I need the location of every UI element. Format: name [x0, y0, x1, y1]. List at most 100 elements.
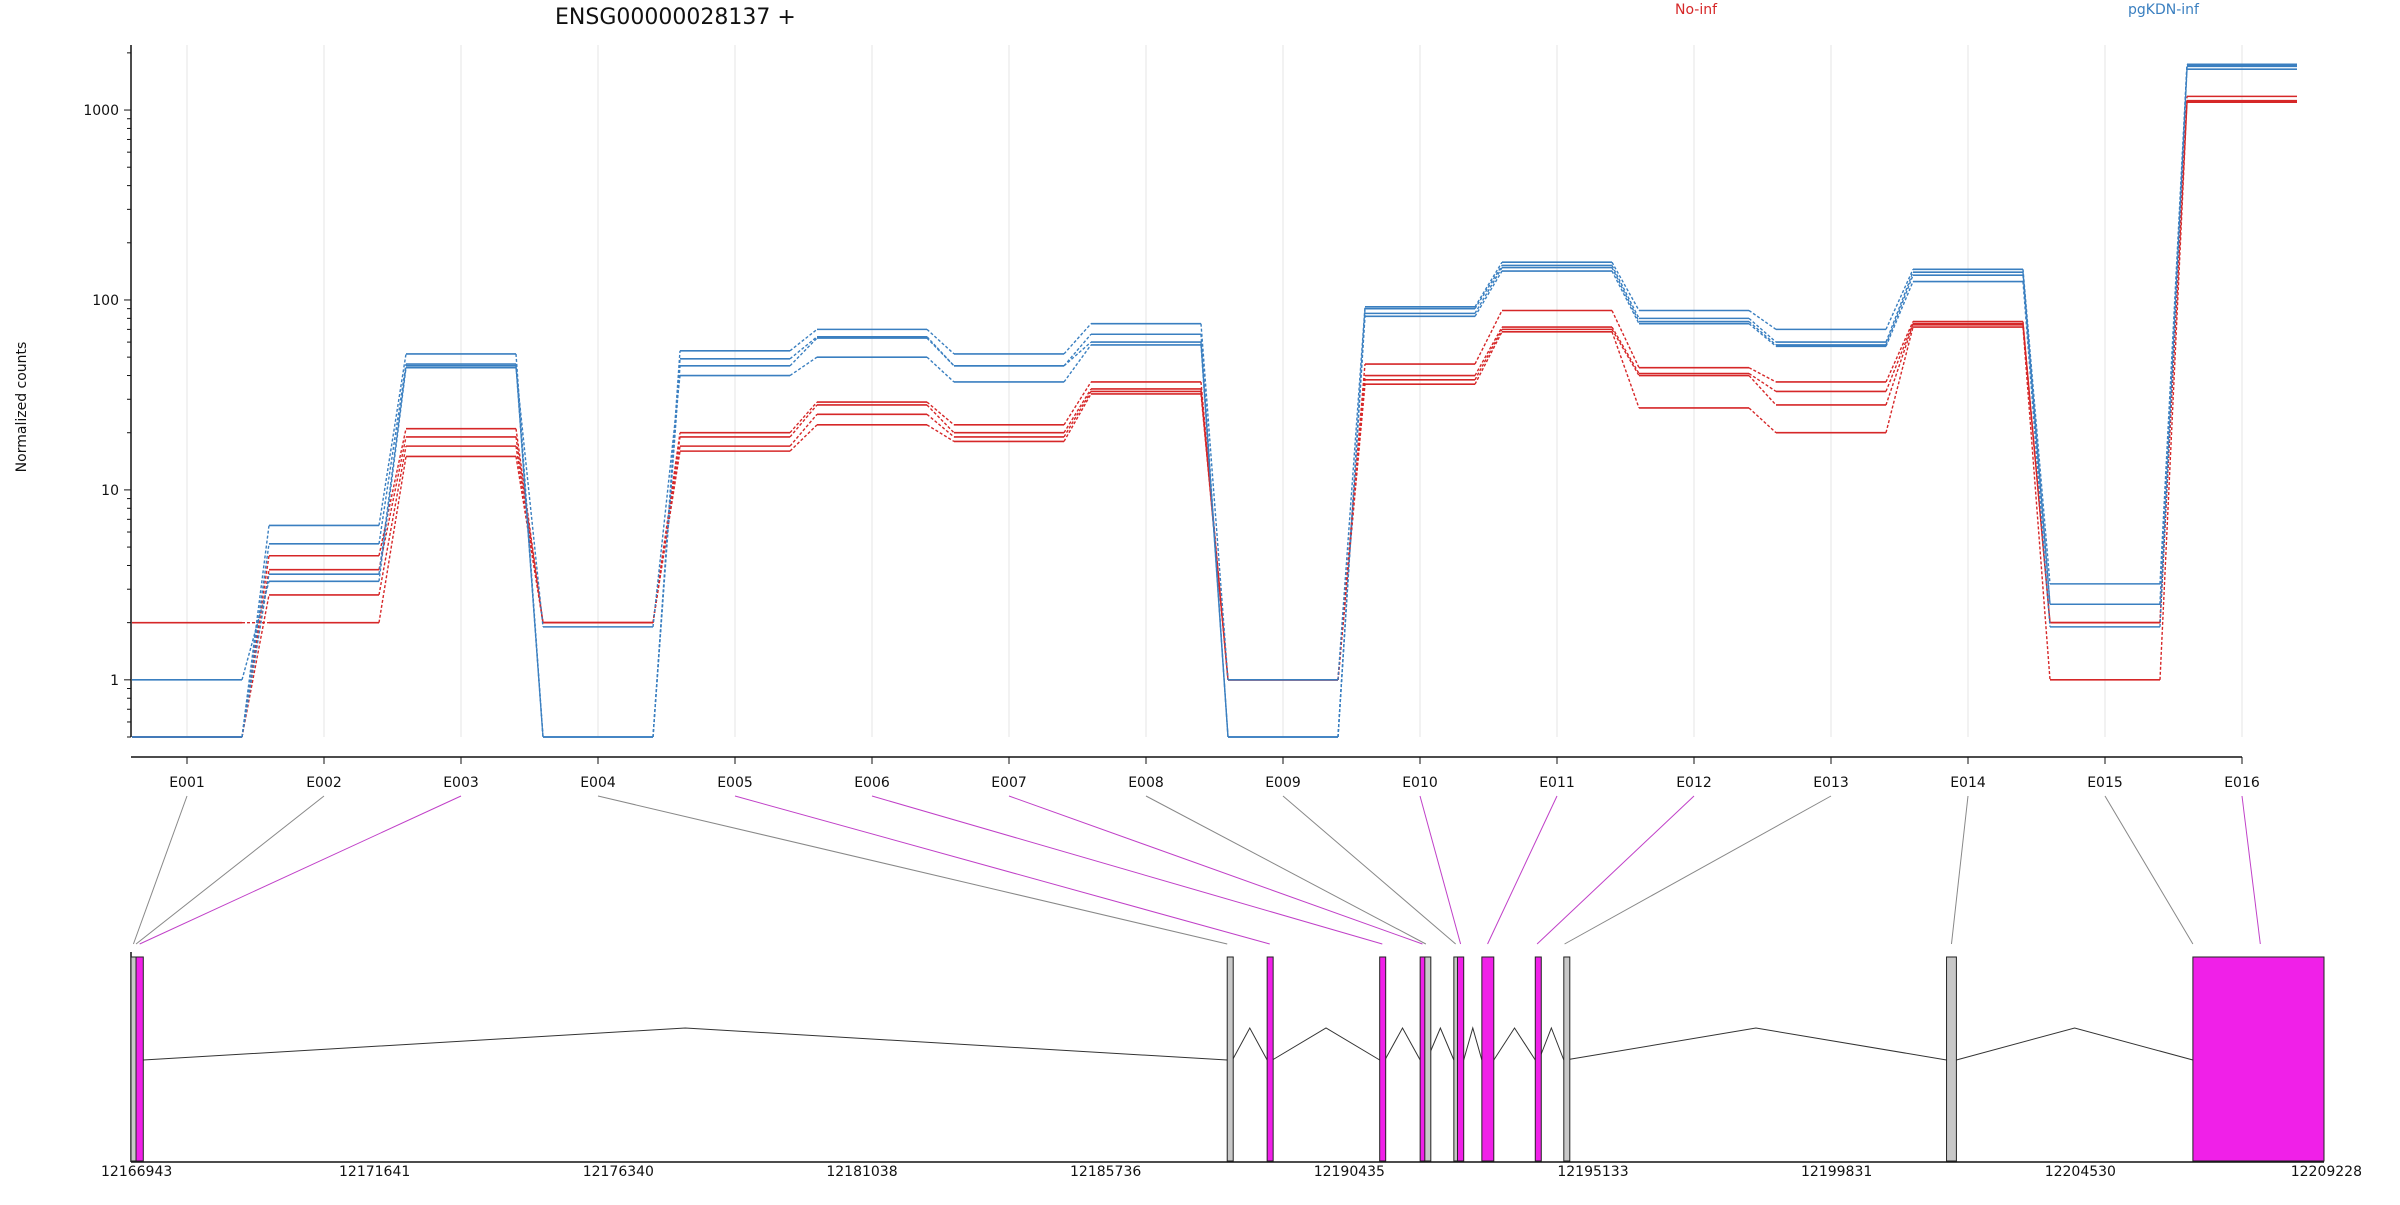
x-tick-label-e013: E013 [1813, 775, 1849, 791]
series-connector [1885, 274, 1914, 346]
legend-label-no-inf: No-inf [1675, 2, 1718, 18]
series-connector [378, 446, 407, 596]
series-connector [515, 367, 544, 627]
connector-e005 [734, 795, 1270, 945]
connector-e012 [1536, 795, 1695, 945]
series-connector [1611, 310, 1640, 368]
bin-to-exon-connectors [132, 795, 2261, 945]
series-connector [2022, 281, 2051, 627]
series-connector [1063, 323, 1092, 355]
series-connector [1885, 271, 1914, 343]
series-connector [1885, 326, 1914, 433]
intron [1463, 1026, 1483, 1061]
series-connector [926, 336, 955, 367]
series-connector [789, 404, 818, 438]
series-connector [789, 413, 818, 447]
chart-title: ENSG00000028137 + [555, 5, 796, 30]
y-tick-label: 100 [92, 293, 119, 309]
connector-e011 [1487, 795, 1558, 945]
connector-e016 [2241, 795, 2261, 945]
series-connector [789, 337, 818, 367]
axes: 1 10 100 1000 E001 E002 E003 E004 E005 E006 E007 E0… [83, 45, 2260, 791]
y-tick-label: 1000 [83, 103, 119, 119]
connector-e003 [139, 795, 462, 945]
series-connector [1200, 334, 1229, 738]
series-connector [1200, 323, 1229, 680]
series-connector [789, 356, 818, 377]
exon-e002 [135, 956, 144, 1162]
x-tick-label-e002: E002 [306, 775, 342, 791]
series-connector [2022, 327, 2051, 680]
intron [143, 1027, 1228, 1061]
x-tick-label-e015: E015 [2087, 775, 2123, 791]
series-connector [1748, 309, 1777, 330]
series-connector [926, 356, 955, 383]
series-connector [1611, 331, 1640, 409]
genomic-tick-label: 12171641 [339, 1164, 410, 1180]
series-connector [2159, 102, 2188, 680]
intron [1272, 1027, 1380, 1061]
intron [1231, 1026, 1268, 1061]
series-connector [515, 428, 544, 623]
series-connector [241, 525, 270, 738]
x-tick-label-e014: E014 [1950, 775, 1986, 791]
series-connector [1611, 267, 1640, 322]
series-connector [1474, 326, 1503, 376]
intron [1384, 1026, 1421, 1061]
series-connector [1063, 341, 1092, 367]
connector-e009 [1282, 795, 1456, 945]
connector-e008 [1145, 795, 1427, 945]
gene-model: 12166943 12171641 12176340 12181038 12185736… [101, 952, 2362, 1180]
series-connector [1748, 320, 1777, 346]
series-connector [1611, 261, 1640, 311]
exon-e006 [1379, 956, 1387, 1162]
intron [1565, 1027, 1947, 1061]
series-connector [1748, 375, 1777, 406]
genomic-tick-label: 12199831 [1801, 1164, 1872, 1180]
series-connector [2022, 269, 2051, 584]
series-connector [1885, 323, 1914, 392]
exon-e004 [1226, 956, 1234, 1162]
series-connector [378, 363, 407, 544]
series-connector [789, 401, 818, 434]
intron [1493, 1027, 1536, 1061]
connector-e004 [597, 795, 1228, 945]
x-tick-label-e004: E004 [580, 775, 616, 791]
genomic-tick-label: 12185736 [1070, 1164, 1141, 1180]
series-connector [1063, 333, 1092, 367]
series-connector [1063, 393, 1092, 442]
series-connector [926, 404, 955, 434]
exon-e013 [1563, 956, 1571, 1162]
y-tick-label: 10 [101, 483, 119, 499]
series-connector [1337, 308, 1366, 738]
connector-e001 [132, 795, 188, 945]
series-connector [789, 336, 818, 360]
series-connector [1063, 391, 1092, 438]
series-connector [1474, 261, 1503, 308]
genomic-tick-label: 12166943 [101, 1164, 172, 1180]
series-connector [1611, 326, 1640, 374]
connector-e006 [871, 795, 1383, 945]
x-tick-label-e001: E001 [169, 775, 205, 791]
series-connector [1885, 281, 1914, 347]
series-connector [2022, 275, 2051, 605]
x-tick-label-e003: E003 [443, 775, 479, 791]
series-connector [1063, 381, 1092, 426]
series-connector [1474, 267, 1503, 314]
series-connector [926, 424, 955, 443]
x-tick-label-e010: E010 [1402, 775, 1438, 791]
x-tick-label-e016: E016 [2224, 775, 2260, 791]
exon-e008 [1424, 956, 1432, 1162]
x-tick-label-e005: E005 [717, 775, 753, 791]
series-connector [1748, 323, 1777, 347]
x-tick-label-e007: E007 [991, 775, 1027, 791]
series-connector [378, 353, 407, 526]
series-pgkdn-inf-7 [132, 63, 2297, 738]
series-connector [1474, 270, 1503, 317]
exon-e014 [1946, 956, 1957, 1162]
exon-e005 [1266, 956, 1274, 1162]
series-connector [1063, 344, 1092, 383]
series-connector [2159, 64, 2188, 584]
